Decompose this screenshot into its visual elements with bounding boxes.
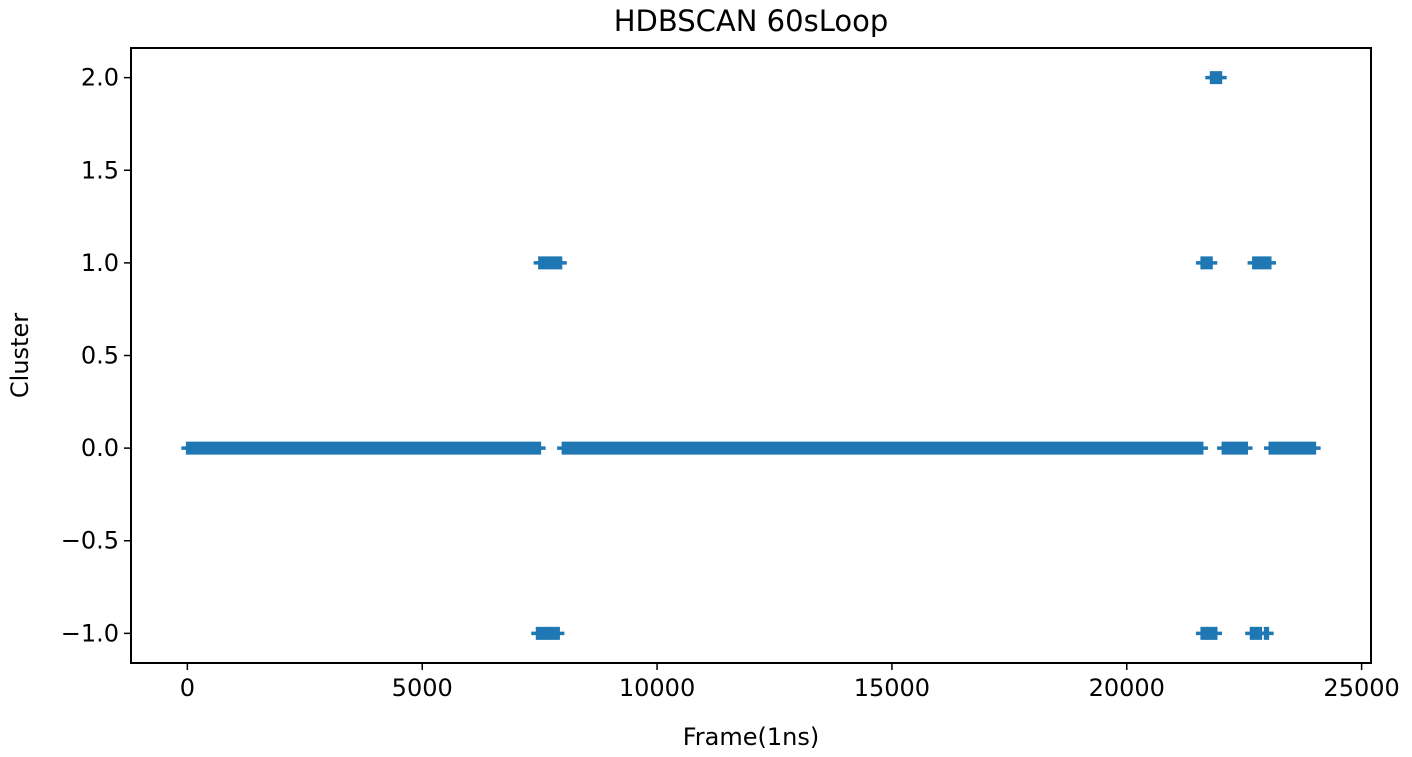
y-axis-label: Cluster [6,313,34,398]
y-tick-label: −0.5 [61,527,119,555]
cluster-segment [1217,441,1253,455]
y-tick-label: 0.0 [81,434,119,462]
cluster-segment [1202,626,1222,640]
cluster-segment [543,626,565,640]
plot-frame [130,47,1372,664]
cluster-segment [1195,256,1218,270]
y-tick-label: 0.5 [81,342,119,370]
x-tick-label: 15000 [854,674,930,702]
y-axis-ticks: −1.0 −0.5 0.0 0.5 1.0 1.5 2.0 [61,64,131,647]
cluster-segment [533,256,567,270]
x-axis-label: Frame(1ns) [683,723,820,751]
plot-marks [181,71,1321,640]
cluster-segment [1205,71,1227,85]
cluster-segment [557,441,1208,455]
chart-title: HDBSCAN 60sLoop [614,4,888,38]
x-tick-label: 20000 [1089,674,1165,702]
cluster-segment [1259,626,1274,640]
x-axis-ticks: 0 5000 10000 15000 20000 25000 [180,663,1400,702]
y-tick-label: 2.0 [81,64,119,92]
y-tick-label: 1.0 [81,249,119,277]
cluster-segment [1247,256,1277,270]
x-tick-label: 10000 [619,674,695,702]
x-tick-label: 0 [180,674,195,702]
x-tick-label: 25000 [1323,674,1399,702]
x-tick-label: 5000 [392,674,453,702]
y-tick-label: −1.0 [61,619,119,647]
cluster-segment [1264,441,1321,455]
cluster-segment [181,441,546,455]
y-tick-label: 1.5 [81,156,119,184]
